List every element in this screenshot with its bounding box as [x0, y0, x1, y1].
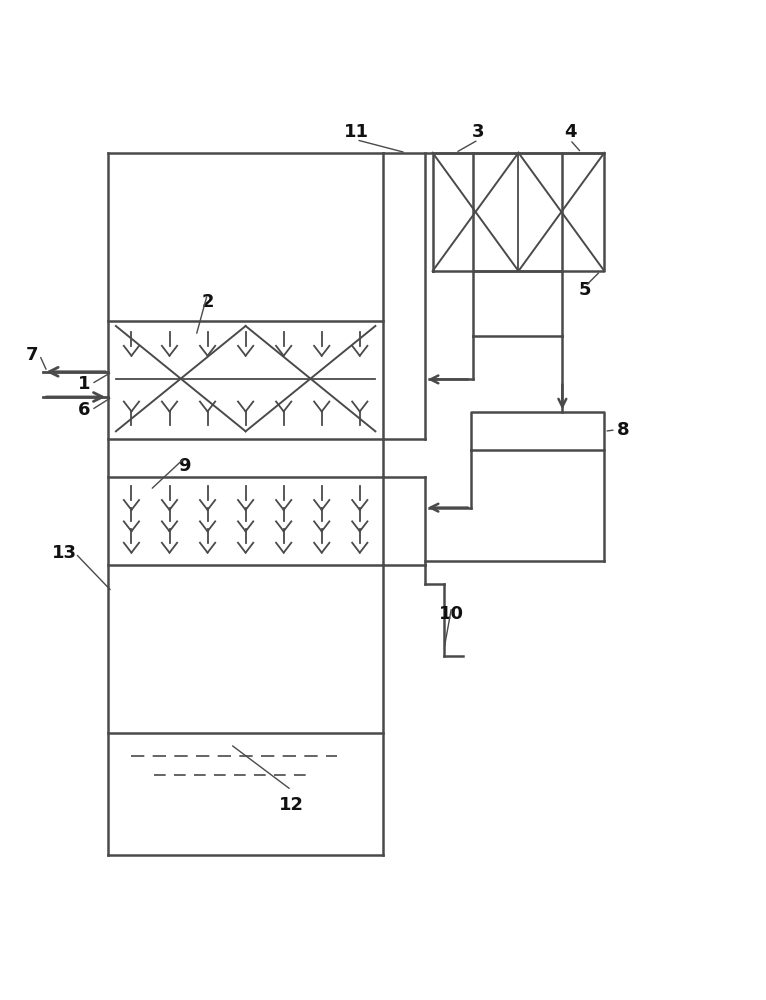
Text: 5: 5	[579, 281, 591, 299]
Text: 3: 3	[472, 123, 485, 141]
Text: 6: 6	[77, 401, 90, 419]
Text: 7: 7	[26, 346, 38, 364]
Text: 13: 13	[51, 544, 77, 562]
Text: 9: 9	[178, 457, 191, 475]
Text: 12: 12	[279, 796, 304, 814]
Text: 10: 10	[439, 605, 464, 623]
Text: 11: 11	[344, 123, 368, 141]
Text: 1: 1	[77, 375, 90, 393]
Text: 8: 8	[617, 421, 630, 439]
Text: 4: 4	[564, 123, 576, 141]
Text: 2: 2	[201, 293, 214, 311]
